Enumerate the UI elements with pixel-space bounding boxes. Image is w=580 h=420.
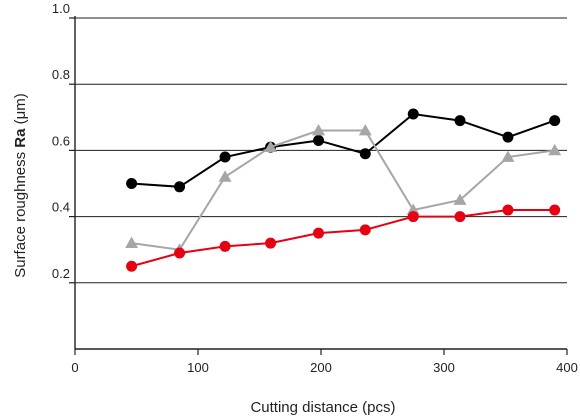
x-tick-label: 400	[556, 360, 578, 375]
data-point-circle	[174, 181, 186, 193]
y-tick-label: 0.4	[52, 200, 70, 215]
data-point-triangle	[453, 193, 467, 205]
data-point-circle	[219, 240, 231, 252]
y-axis-label-suffix: (μm)	[12, 93, 29, 128]
data-point-circle	[359, 148, 371, 160]
axes	[74, 16, 567, 350]
data-point-circle	[313, 134, 325, 146]
grid-lines	[75, 17, 567, 284]
data-point-triangle	[501, 150, 515, 162]
data-point-triangle	[125, 236, 139, 248]
y-tick-label: 1.0	[52, 1, 70, 16]
data-point-circle	[502, 204, 514, 216]
y-axis-label-bold: Ra	[12, 128, 29, 148]
y-axis-label-prefix: Surface roughness	[12, 148, 29, 278]
series-line	[131, 129, 555, 251]
x-axis-ticks: 0 100 200 300 400	[71, 349, 578, 375]
y-axis-label: Surface roughness Ra (μm)	[12, 93, 29, 278]
data-point-circle	[265, 237, 277, 249]
data-point-circle	[502, 131, 514, 143]
data-point-circle	[126, 178, 138, 189]
data-point-circle	[549, 204, 561, 216]
y-axis-ticks: 0.2 0.4 0.6 0.8 1.0	[52, 1, 75, 284]
y-tick-label: 0.8	[52, 67, 70, 82]
data-point-circle	[454, 211, 466, 223]
data-point-circle	[126, 260, 138, 272]
x-tick-label: 0	[71, 360, 78, 375]
data-point-triangle	[218, 170, 232, 182]
x-axis-label: Cutting distance (pcs)	[250, 399, 395, 416]
data-point-circle	[454, 115, 466, 127]
series-line	[131, 208, 555, 268]
data-point-triangle	[406, 203, 420, 215]
series-2	[125, 124, 562, 255]
series-line	[131, 112, 556, 188]
series-group	[125, 108, 562, 272]
data-point-circle	[313, 227, 325, 239]
x-tick-label: 100	[187, 360, 209, 375]
y-tick-label: 0.2	[52, 266, 70, 281]
data-point-triangle	[548, 143, 562, 156]
data-point-circle	[359, 224, 371, 236]
y-tick-label: 0.6	[52, 133, 70, 148]
x-tick-label: 300	[433, 360, 455, 375]
data-point-triangle	[264, 140, 278, 152]
series-3	[126, 204, 561, 272]
data-point-circle	[219, 151, 231, 163]
data-point-circle	[174, 247, 186, 259]
x-tick-label: 200	[310, 360, 332, 375]
data-point-circle	[407, 108, 419, 120]
data-point-triangle	[312, 124, 326, 136]
data-point-circle	[549, 115, 561, 127]
data-point-circle	[407, 211, 419, 223]
data-point-triangle	[358, 124, 372, 136]
